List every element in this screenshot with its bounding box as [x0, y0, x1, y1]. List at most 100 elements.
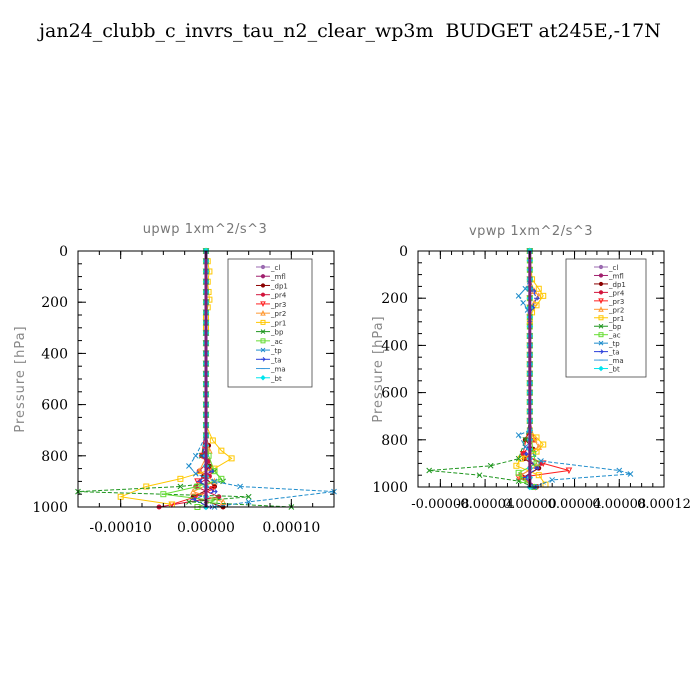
legend-label: _pr1: [270, 319, 286, 327]
data-point: [426, 467, 433, 474]
legend-marker: [598, 315, 604, 321]
chart-title: vpwp 1xm^2/s^3: [469, 224, 593, 239]
y-tick-label: 0: [59, 244, 68, 260]
legend-label: _ma: [608, 357, 624, 365]
x-tick-label: 0.00004: [548, 497, 602, 512]
data-point: [538, 458, 544, 464]
legend-label: _pr2: [608, 306, 624, 314]
legend-label: _pr1: [608, 315, 624, 323]
legend-label: _pr4: [270, 292, 287, 300]
legend-marker: [598, 332, 604, 338]
legend-item: _cl: [594, 264, 618, 272]
legend-marker: [598, 323, 604, 329]
data-point: [540, 292, 547, 299]
data-point: [192, 452, 199, 459]
chart-title: upwp 1xm^2/s^3: [143, 222, 268, 237]
series-line: [429, 251, 535, 488]
legend-label: _pr3: [270, 301, 286, 309]
legend-marker: [598, 273, 604, 278]
series-pr3: [515, 248, 573, 491]
data-point: [177, 475, 184, 482]
legend-label: _pr2: [270, 310, 286, 318]
legend-item: _dp1: [594, 281, 626, 289]
y-tick-label: 200: [381, 291, 408, 307]
data-point: [143, 483, 150, 490]
data-point: [534, 295, 540, 301]
x-tick-label: -0.00010: [89, 520, 152, 536]
chart-1: 0 200 400 600 800 1000 -0.00010 0.00000 0.00010 u…: [13, 222, 337, 536]
data-point: [513, 462, 520, 469]
legend-item: _mfl: [594, 272, 624, 280]
data-point: [534, 465, 540, 471]
data-point: [196, 479, 203, 484]
chart-2: 0 200 400 600 800 1000-0.00008-0.000040.00000…: [371, 224, 691, 512]
x-tick-label: 0.00008: [592, 497, 646, 512]
legend-label: _pr4: [608, 289, 625, 297]
y-tick-label: 200: [41, 295, 68, 311]
data-point: [194, 483, 201, 490]
legend-label: _ta: [270, 356, 282, 364]
legend-item: _pr3: [256, 301, 286, 309]
x-tick-label: 0.00000: [177, 520, 235, 536]
data-point: [212, 489, 218, 494]
data-point: [522, 451, 529, 457]
legend-item: _tp: [594, 340, 620, 348]
legend-label: _bp: [608, 323, 622, 331]
y-tick-label: 800: [41, 449, 68, 465]
legend-label: _ac: [608, 332, 621, 340]
y-tick-label: 600: [381, 386, 408, 402]
data-point: [237, 483, 243, 490]
legend-label: _bt: [608, 366, 620, 374]
legend-marker: [260, 301, 266, 308]
data-point: [535, 285, 542, 292]
legend-label: _ma: [270, 366, 286, 374]
data-point: [218, 475, 225, 482]
data-point: [186, 463, 192, 469]
legend-label: _ta: [608, 349, 620, 357]
legend-marker: [260, 274, 266, 279]
legend-label: _tp: [270, 347, 282, 355]
legend-item: _bp: [256, 329, 284, 337]
data-point: [540, 441, 547, 448]
legend-item: _mfl: [256, 273, 286, 281]
legend-item: _ac: [256, 338, 283, 346]
legend-marker: [260, 319, 266, 325]
data-point: [218, 447, 225, 454]
legend-label: _bt: [270, 375, 282, 383]
legend-marker: [260, 264, 266, 270]
y-tick-label: 1000: [372, 480, 408, 496]
legend-item: _ma: [256, 366, 286, 374]
legend-marker: [598, 264, 604, 270]
legend-item: _ta: [256, 356, 282, 364]
data-point: [533, 302, 540, 309]
legend-label: _cl: [608, 264, 618, 272]
legend-label: _tp: [608, 340, 620, 348]
legend-marker: [260, 292, 266, 297]
data-point: [186, 499, 192, 505]
legend-marker: [599, 349, 604, 354]
data-point: [515, 469, 522, 476]
data-point: [533, 434, 540, 441]
legend-item: _pr4: [256, 292, 287, 300]
y-axis-label: Pressure [hPa]: [371, 315, 386, 422]
legend-item: _pr1: [256, 319, 286, 327]
legend-item: _cl: [256, 264, 280, 272]
x-tick-label: -0.00008: [411, 497, 469, 512]
x-tick-label: 0.00012: [637, 497, 691, 512]
data-point: [522, 436, 529, 443]
data-point: [245, 493, 252, 500]
legend-marker: [260, 338, 266, 344]
legend-label: _bp: [270, 329, 284, 337]
data-point: [208, 468, 215, 474]
data-point: [515, 292, 522, 299]
legend-marker: [598, 281, 604, 287]
legend-item: _ac: [594, 332, 621, 340]
legend-marker: [598, 298, 604, 304]
data-point: [549, 477, 556, 483]
data-point: [177, 483, 184, 490]
legend-item: _bt: [594, 366, 620, 374]
series-bp: [426, 248, 538, 490]
legend-item: _pr2: [594, 306, 624, 314]
y-tick-label: 600: [41, 398, 68, 414]
